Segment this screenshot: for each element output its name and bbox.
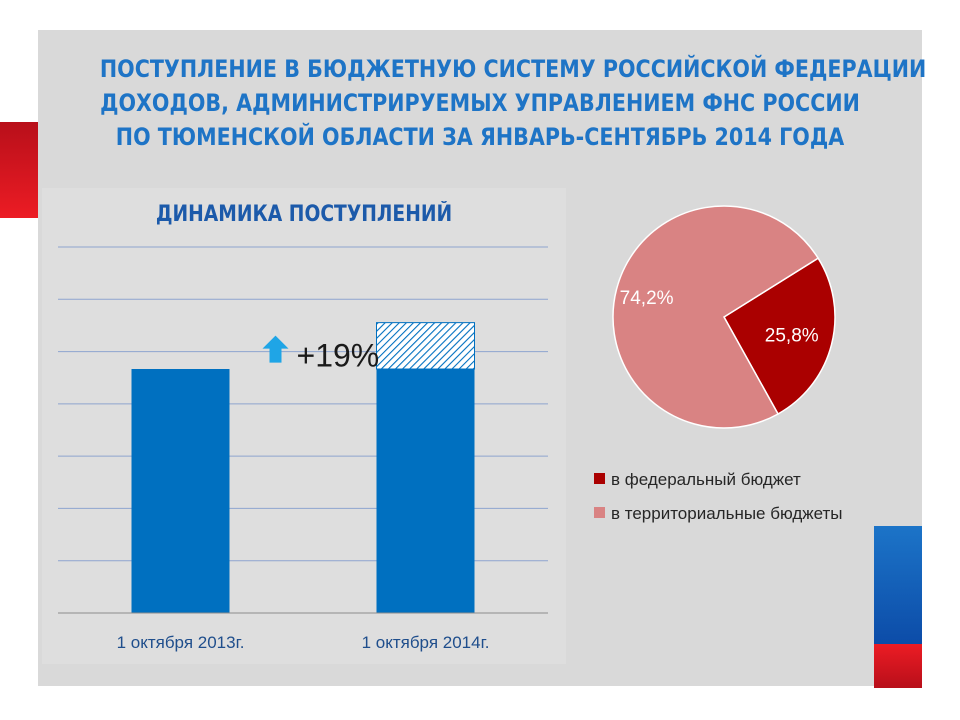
- page-title-line-1: ПОСТУПЛЕНИЕ В БЮДЖЕТНУЮ СИСТЕМУ РОССИЙСК…: [99, 55, 927, 83]
- bar-chart-title: ДИНАМИКА ПОСТУПЛЕНИЙ: [155, 202, 453, 227]
- pie-label-federal: 25,8%: [765, 325, 819, 346]
- legend-swatch-federal: [594, 473, 605, 484]
- legend-label-federal: в федеральный бюджет: [611, 470, 801, 489]
- legend-label-territorial: в территориальные бюджеты: [611, 504, 843, 523]
- legend-item-territorial: в территориальные бюджеты: [594, 504, 843, 524]
- increase-arrow-icon: [262, 335, 289, 363]
- x-tick-label: 1 октября 2014г.: [362, 633, 490, 652]
- pie-slice-federal: [722, 257, 836, 415]
- page-title: ПОСТУПЛЕНИЕ В БЮДЖЕТНУЮ СИСТЕМУ РОССИЙСК…: [99, 52, 927, 154]
- legend-item-federal: в федеральный бюджет: [594, 470, 801, 490]
- decorative-stripe-left: [0, 122, 38, 218]
- legend-swatch-territorial: [594, 507, 605, 518]
- decorative-stripe-right-red: [874, 644, 922, 688]
- page-title-line-2: ДОХОДОВ, АДМИНИСТРИРУЕМЫХ УПРАВЛЕНИЕМ ФН…: [100, 89, 860, 117]
- page-title-line-3: ПО ТЮМЕНСКОЙ ОБЛАСТИ ЗА ЯНВАРЬ-СЕНТЯБРЬ …: [115, 123, 845, 151]
- bar-base-2: [376, 369, 475, 613]
- bar-increase-2: [376, 322, 475, 370]
- bar-base-1: [131, 369, 230, 613]
- pie-slice-territorial: [612, 205, 820, 429]
- bar-chart-panel: [42, 188, 566, 664]
- x-tick-label: 1 октября 2013г.: [117, 633, 245, 652]
- pie-label-territorial: 74,2%: [620, 288, 674, 309]
- growth-annotation: +19%: [297, 338, 380, 374]
- decorative-stripe-right-blue: [874, 526, 922, 644]
